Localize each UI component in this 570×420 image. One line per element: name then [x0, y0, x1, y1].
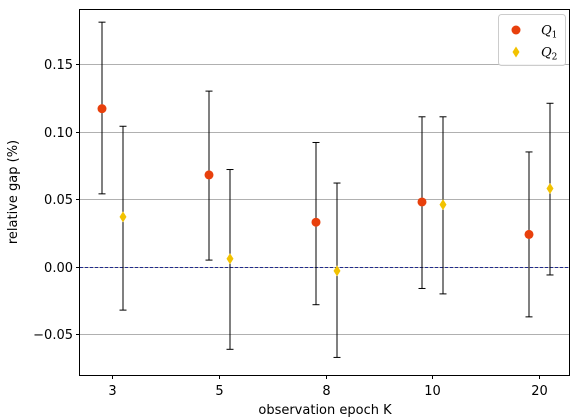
- q1-point: [204, 170, 214, 180]
- legend-q1-marker: [511, 25, 521, 35]
- q2-point: [226, 253, 234, 265]
- y-tick-label: −0.05: [33, 328, 73, 343]
- q2-point: [546, 182, 554, 194]
- legend-q2-marker: [512, 46, 520, 58]
- y-tick-label: 0.05: [44, 193, 73, 208]
- y-tick-label: 0.00: [44, 261, 73, 276]
- error-bars: [98, 21, 554, 358]
- x-tick-label: 20: [531, 384, 548, 399]
- data-points: [97, 104, 554, 277]
- y-axis-ticks: −0.05 0.00 0.05 0.10 0.15: [33, 58, 80, 343]
- legend-label: Q1: [541, 24, 557, 41]
- q2-point: [439, 199, 447, 211]
- x-tick-label: 5: [215, 384, 223, 399]
- x-tick-label: 10: [424, 384, 441, 399]
- y-axis-label: relative gap (%): [6, 140, 21, 244]
- x-tick-label: 3: [108, 384, 116, 399]
- y-tick-label: 0.15: [44, 58, 73, 73]
- q1-point: [417, 197, 427, 207]
- y-tick-label: 0.10: [44, 126, 73, 141]
- x-axis-label: observation epoch K: [258, 403, 392, 418]
- q2-point: [119, 211, 127, 223]
- q2-point: [333, 265, 341, 277]
- q1-point: [311, 217, 321, 227]
- q1-point: [524, 229, 534, 239]
- q1-point: [97, 104, 107, 114]
- x-axis-ticks: 3 5 8 10 20: [108, 375, 548, 399]
- x-tick-label: 8: [322, 384, 330, 399]
- grid-lines: [80, 64, 569, 335]
- legend-label: Q2: [541, 46, 557, 63]
